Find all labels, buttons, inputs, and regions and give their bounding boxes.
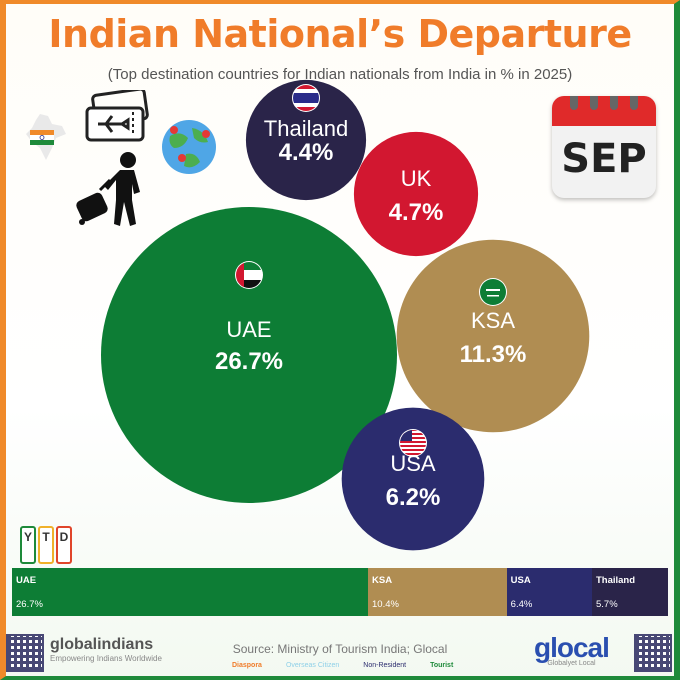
ytd-letter-t: T bbox=[38, 526, 54, 564]
page-subtitle: (Top destination countries for Indian na… bbox=[107, 66, 573, 83]
flight-ticket-icon bbox=[85, 90, 149, 142]
ytd-segment-ksa-name: KSA bbox=[372, 575, 393, 586]
ytd-segment-uae-value: 26.7% bbox=[16, 599, 43, 610]
legend-diaspora: Diaspora bbox=[232, 662, 262, 669]
traveler-with-luggage-icon bbox=[76, 152, 140, 226]
bubble-ksa-name: KSA bbox=[471, 308, 515, 333]
india-map-icon bbox=[26, 114, 66, 160]
glocal-logo: glocal Globalyet Local bbox=[534, 632, 610, 667]
bubble-usa bbox=[341, 407, 485, 551]
flag-ksa-icon bbox=[479, 278, 507, 306]
ytd-segment-usa-name: USA bbox=[510, 575, 531, 586]
flag-uae-icon bbox=[235, 261, 263, 289]
bubble-uk-value: 4.7% bbox=[389, 199, 444, 226]
ytd-segment-thailand-name: Thailand bbox=[595, 575, 636, 586]
bubble-thailand-name: Thailand bbox=[264, 116, 348, 141]
legend-overseas-citizen: Overseas Citizen bbox=[285, 662, 340, 669]
qr-code-right bbox=[634, 634, 672, 672]
bubble-uk-name: UK bbox=[401, 166, 432, 191]
calendar-month: SEP bbox=[561, 136, 647, 182]
ytd-segment-usa: USA 6.4% bbox=[506, 568, 592, 616]
bubble-uae-value: 26.7% bbox=[215, 348, 283, 375]
bubble-ksa-value: 11.3% bbox=[460, 341, 527, 368]
bubble-uae bbox=[101, 207, 397, 503]
legend-non-resident: Non-Resident bbox=[363, 662, 407, 669]
glocal-name: glocal bbox=[534, 632, 610, 663]
ytd-segment-thailand: Thailand 5.7% bbox=[591, 568, 668, 616]
flag-usa-icon bbox=[399, 429, 427, 457]
bubble-thailand bbox=[245, 79, 367, 201]
glocal-tagline: Globalyet Local bbox=[547, 660, 596, 667]
bubble-usa-name: USA bbox=[390, 451, 436, 476]
ytd-letter-d: D bbox=[56, 526, 72, 564]
globalindians-tagline: Empowering Indians Worldwide bbox=[50, 654, 162, 663]
source-note: Source: Ministry of Tourism India; Gloca… bbox=[232, 642, 448, 656]
ytd-segment-thailand-value: 5.7% bbox=[595, 599, 618, 610]
globe-icon bbox=[162, 120, 216, 174]
legend-tourist: Tourist bbox=[430, 662, 454, 669]
ytd-letter-y: Y bbox=[20, 526, 36, 564]
bubble-usa-value: 6.2% bbox=[386, 484, 441, 511]
ytd-segment-ksa: KSA 10.4% bbox=[368, 568, 507, 616]
qr-code-left bbox=[6, 634, 44, 672]
flag-thailand-icon bbox=[292, 84, 320, 112]
globalindians-name: globalindians bbox=[50, 636, 154, 653]
ytd-segment-ksa-value: 10.4% bbox=[372, 599, 399, 610]
globalindians-logo: globalindians Empowering Indians Worldwi… bbox=[50, 636, 162, 663]
ytd-segment-usa-value: 6.4% bbox=[510, 599, 533, 610]
ytd-segment-uae-name: UAE bbox=[16, 575, 37, 586]
calendar-icon: SEP bbox=[552, 96, 656, 198]
footer-legend: Diaspora Overseas Citizen Non-Resident T… bbox=[232, 662, 453, 669]
page-title: Indian National’s Departure bbox=[48, 12, 632, 56]
bubble-chart: UAE 26.7% KSA 11.3% USA 6.2% UK 4.7% Thailand4.4… bbox=[101, 79, 590, 551]
bubble-uk bbox=[353, 131, 479, 257]
bubble-uae-name: UAE bbox=[226, 317, 271, 342]
ytd-segment-uae: UAE 26.7% bbox=[12, 568, 368, 616]
bubble-thailand-value: 4.4% bbox=[279, 139, 334, 166]
ytd-stacked-bar: UAE 26.7% KSA 10.4% USA 6.4% Thailand 5.7% bbox=[12, 568, 668, 616]
bubble-ksa bbox=[396, 239, 590, 433]
